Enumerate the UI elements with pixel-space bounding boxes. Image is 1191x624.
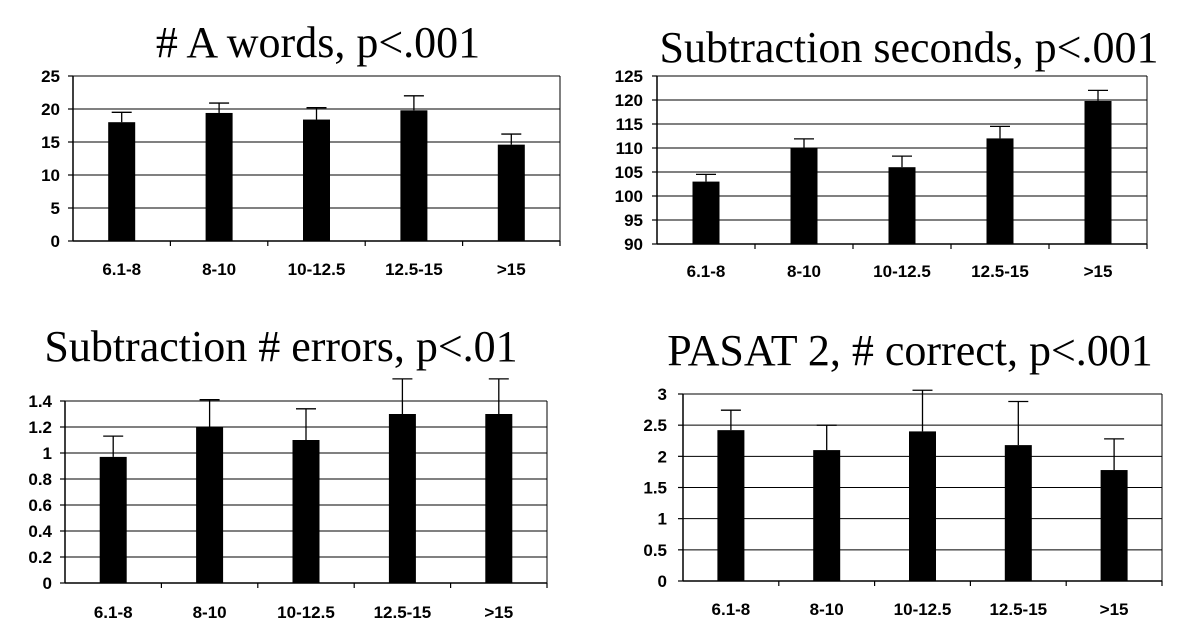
y-tick-label: 2 [658, 447, 667, 466]
chart-subtraction-seconds: Subtraction seconds, p<.001 90 95 100 105 11… [615, 23, 1159, 281]
y-tick-label: 105 [615, 163, 643, 182]
x-tick-label: 6.1-8 [102, 260, 141, 279]
x-tick-label: 10-12.5 [277, 603, 335, 622]
y-tick-label: 2.5 [643, 416, 667, 435]
y-tick-label: 0.4 [28, 522, 52, 541]
bar [196, 427, 224, 583]
x-tick-label: 10-12.5 [288, 260, 346, 279]
y-tick-label: 0 [51, 232, 60, 251]
bar [692, 181, 720, 244]
y-tick-label: 1.4 [28, 392, 52, 411]
y-tick-label: 1.2 [28, 418, 52, 437]
y-tick-label: 125 [615, 67, 643, 86]
bar [485, 414, 513, 583]
chart-title: PASAT 2, # correct, p<.001 [667, 326, 1153, 375]
bar [99, 456, 127, 583]
bar [986, 138, 1014, 244]
bar [497, 144, 525, 241]
y-tick-label: 1 [43, 444, 52, 463]
y-tick-label: 5 [51, 199, 60, 218]
bar [1084, 100, 1112, 245]
y-tick-label: 90 [624, 235, 643, 254]
x-tick-label: 8-10 [193, 603, 227, 622]
x-tick-label: 12.5-15 [989, 600, 1047, 619]
chart-title: Subtraction seconds, p<.001 [660, 23, 1159, 72]
chart-subtraction-errors: Subtraction # errors, p<.01 0 0.2 0.4 0.6 0.… [28, 322, 548, 622]
bar [292, 440, 320, 583]
bar [108, 122, 136, 241]
bar [909, 431, 936, 581]
chart-title: Subtraction # errors, p<.01 [44, 322, 517, 371]
y-tick-label: 3 [658, 385, 667, 404]
chart-pasat-correct: PASAT 2, # correct, p<.001 0 0.5 1 1.5 2 2.5 3… [643, 326, 1163, 619]
x-tick-label: >15 [497, 260, 526, 279]
x-tick-label: 10-12.5 [873, 262, 931, 281]
x-tick-label: 6.1-8 [94, 603, 133, 622]
bar [790, 148, 818, 244]
x-tick-label: 10-12.5 [894, 600, 952, 619]
y-tick-label: 15 [41, 133, 60, 152]
x-tick-label: 12.5-15 [374, 603, 432, 622]
y-tick-label: 0.8 [28, 470, 52, 489]
bar [1100, 470, 1128, 581]
bar [888, 167, 916, 244]
bar [813, 450, 841, 581]
bar [205, 112, 233, 242]
bar [1004, 445, 1032, 581]
y-tick-label: 0.6 [28, 496, 52, 515]
y-tick-label: 1 [658, 510, 667, 529]
x-tick-label: 8-10 [787, 262, 821, 281]
chart-a-words: # A words, p<.001 0 5 10 15 20 25 6.1-8 8-10 10-… [41, 18, 561, 279]
y-tick-label: 0.5 [643, 541, 667, 560]
y-tick-label: 0 [43, 574, 52, 593]
x-tick-label: 8-10 [202, 260, 236, 279]
y-tick-label: 0.2 [28, 548, 52, 567]
y-tick-label: 25 [41, 67, 60, 86]
bar [717, 430, 745, 581]
y-tick-label: 115 [616, 115, 643, 134]
y-tick-label: 120 [615, 91, 643, 110]
bar [303, 119, 330, 241]
y-tick-label: 110 [616, 139, 643, 158]
y-tick-label: 10 [41, 166, 60, 185]
x-tick-label: 6.1-8 [712, 600, 751, 619]
x-tick-label: 8-10 [810, 600, 844, 619]
x-tick-label: >15 [484, 603, 513, 622]
x-tick-label: >15 [1084, 262, 1113, 281]
x-tick-label: 12.5-15 [385, 260, 443, 279]
bar [388, 414, 416, 583]
x-tick-label: >15 [1100, 600, 1129, 619]
bar [400, 110, 428, 241]
x-tick-label: 12.5-15 [971, 262, 1029, 281]
y-tick-label: 100 [615, 187, 643, 206]
y-tick-label: 95 [624, 211, 643, 230]
y-tick-label: 0 [658, 572, 667, 591]
y-tick-label: 1.5 [643, 479, 667, 498]
y-tick-label: 20 [41, 100, 60, 119]
chart-title: # A words, p<.001 [156, 18, 480, 67]
x-tick-label: 6.1-8 [687, 262, 726, 281]
